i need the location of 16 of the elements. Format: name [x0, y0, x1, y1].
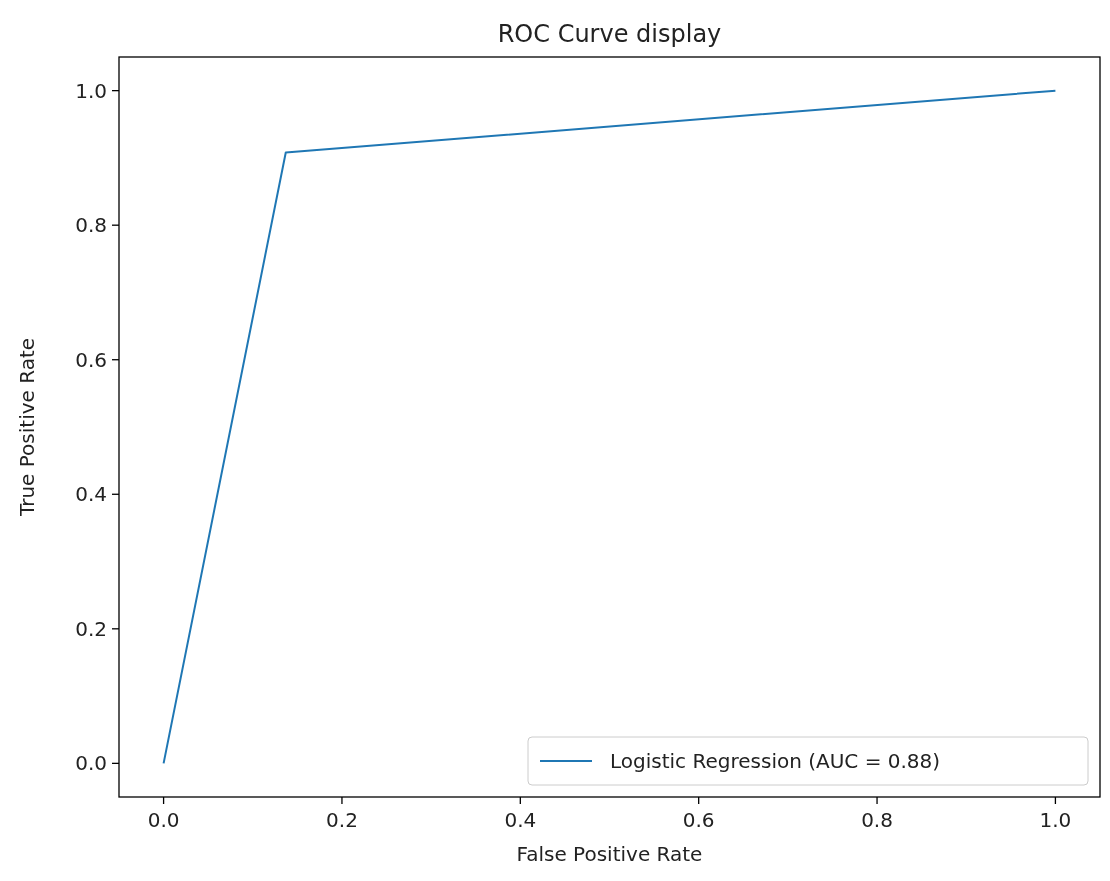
- y-tick-label: 0.2: [75, 616, 107, 641]
- y-tick-label: 0.4: [75, 482, 107, 507]
- legend-label: Logistic Regression (AUC = 0.88): [610, 749, 941, 773]
- x-tick-label: 0.2: [326, 808, 358, 832]
- x-tick-label: 0.0: [147, 808, 180, 832]
- y-tick-label: 0.8: [75, 213, 107, 238]
- x-tick-label: 0.6: [682, 808, 715, 832]
- y-tick-label: 0.0: [75, 751, 107, 776]
- x-tick-label: 0.8: [861, 808, 893, 832]
- y-tick-label: 0.6: [75, 347, 107, 372]
- x-tick-label: 1.0: [1039, 808, 1072, 832]
- x-axis-title: False Positive Rate: [516, 842, 703, 866]
- chart-title: ROC Curve display: [497, 20, 722, 48]
- y-tick-label: 1.0: [75, 78, 107, 103]
- x-tick-label: 0.4: [504, 808, 537, 832]
- y-axis-title: True Positive Rate: [15, 337, 39, 518]
